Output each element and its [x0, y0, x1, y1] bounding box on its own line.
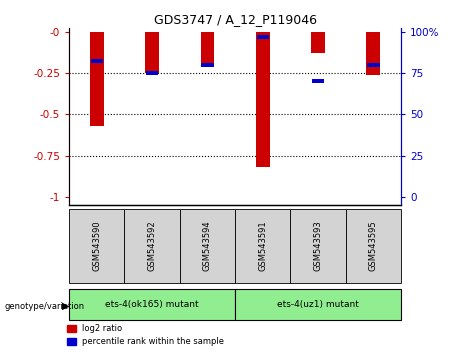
Bar	[312, 79, 324, 83]
Text: GSM543594: GSM543594	[203, 221, 212, 272]
Bar	[201, 32, 214, 65]
Bar	[366, 32, 380, 75]
Bar	[124, 209, 180, 283]
Bar	[235, 289, 401, 320]
Text: ets-4(ok165) mutant: ets-4(ok165) mutant	[105, 300, 199, 309]
Legend: log2 ratio, percentile rank within the sample: log2 ratio, percentile rank within the s…	[64, 321, 228, 350]
Title: GDS3747 / A_12_P119046: GDS3747 / A_12_P119046	[154, 13, 317, 26]
Text: GSM543593: GSM543593	[313, 221, 323, 272]
Bar	[311, 32, 325, 53]
Text: GSM543590: GSM543590	[92, 221, 101, 272]
Text: genotype/variation: genotype/variation	[5, 302, 85, 311]
Bar	[256, 35, 269, 39]
Bar	[201, 63, 213, 67]
Text: GSM543592: GSM543592	[148, 221, 157, 272]
Bar	[90, 32, 104, 126]
Text: ets-4(uz1) mutant: ets-4(uz1) mutant	[277, 300, 359, 309]
Bar	[90, 59, 103, 63]
Bar	[180, 209, 235, 283]
Bar	[146, 71, 158, 75]
Bar	[69, 289, 235, 320]
Bar	[145, 32, 159, 73]
Bar	[290, 209, 346, 283]
Text: GSM543591: GSM543591	[258, 221, 267, 272]
Bar	[256, 32, 270, 167]
Bar	[367, 63, 379, 67]
Text: GSM543595: GSM543595	[369, 221, 378, 272]
Text: ▶: ▶	[62, 301, 70, 311]
Bar	[69, 209, 124, 283]
Bar	[235, 209, 290, 283]
Bar	[346, 209, 401, 283]
